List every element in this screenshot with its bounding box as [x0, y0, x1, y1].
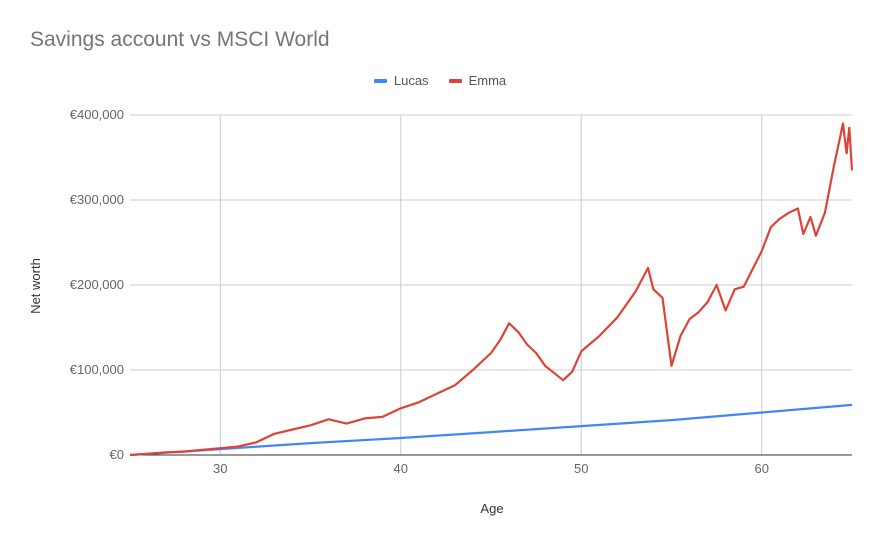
y-tick-label: €300,000 — [70, 192, 124, 207]
legend-label-emma: Emma — [468, 73, 507, 88]
x-tick-label: 30 — [213, 461, 227, 476]
x-tick-label: 60 — [755, 461, 769, 476]
series-lines — [129, 122, 854, 457]
legend-swatch-lucas — [373, 78, 387, 83]
series-line-lucas — [129, 403, 853, 457]
y-tick-label: €100,000 — [70, 362, 124, 377]
y-tick-label: €400,000 — [70, 107, 124, 122]
y-tick-label: €200,000 — [70, 277, 124, 292]
x-tick-label: 50 — [574, 461, 588, 476]
legend: Lucas Emma — [0, 73, 880, 88]
legend-swatch-emma — [448, 78, 462, 83]
y-axis-ticks: €0 €100,000 €200,000 €300,000 €400,000 — [70, 107, 124, 462]
chart-title: Savings account vs MSCI World — [30, 28, 330, 51]
y-tick-label: €0 — [110, 447, 124, 462]
y-axis-label: Net worth — [28, 258, 43, 314]
legend-item-lucas[interactable]: Lucas — [373, 73, 429, 88]
legend-item-emma[interactable]: Emma — [448, 73, 507, 88]
x-axis-ticks: 30 40 50 60 — [213, 461, 769, 476]
legend-label-lucas: Lucas — [393, 73, 429, 88]
series-line-emma — [129, 122, 854, 457]
x-tick-label: 40 — [394, 461, 408, 476]
grid-lines — [130, 114, 852, 456]
x-axis-label: Age — [480, 501, 503, 516]
